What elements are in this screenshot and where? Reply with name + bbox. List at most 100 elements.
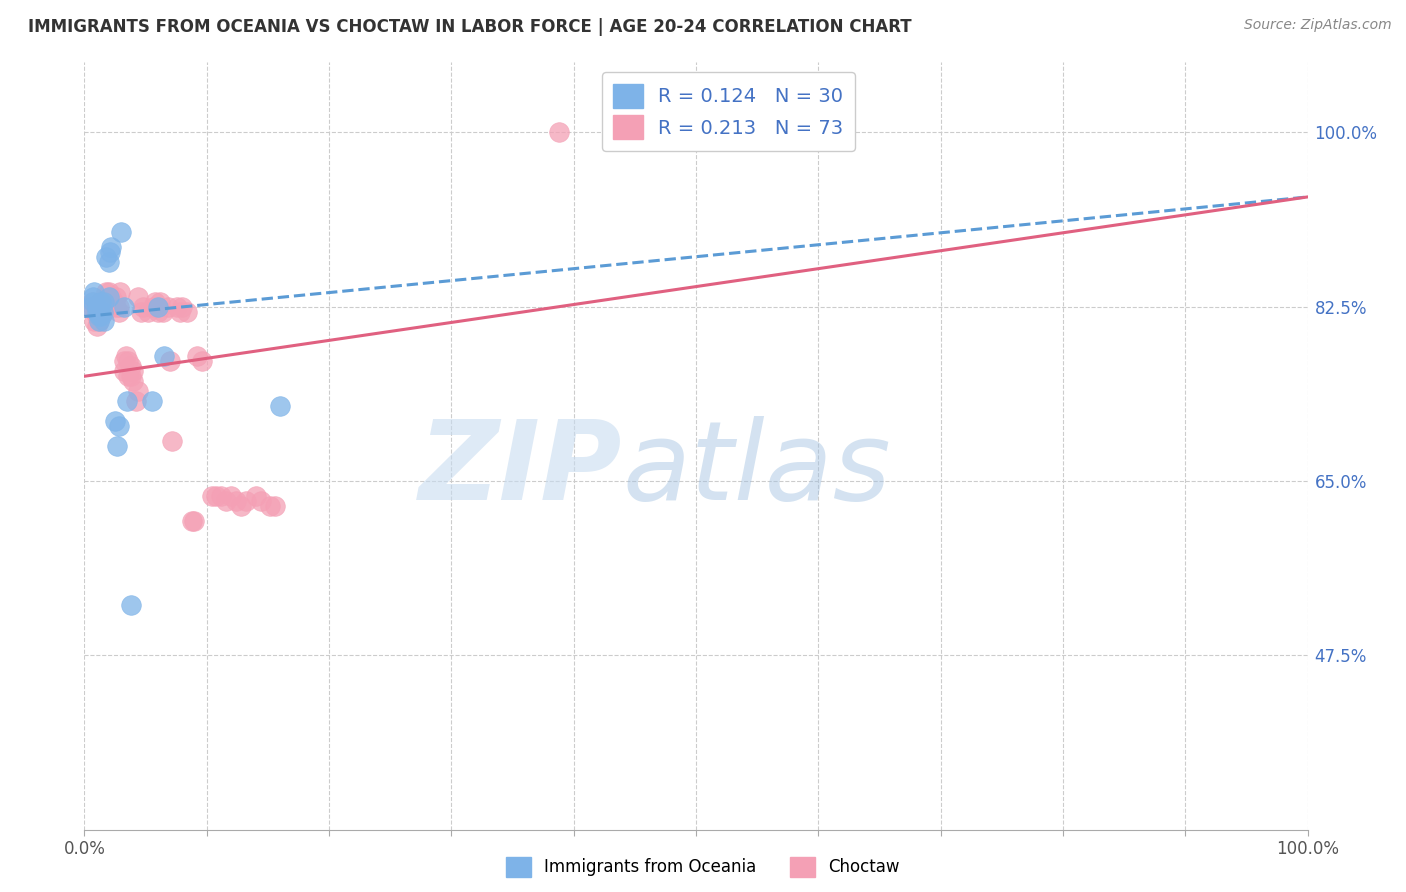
Point [120,369,142,384]
Point [89,294,111,309]
Point [97,285,120,299]
Point [112,354,135,368]
Point [87,310,110,324]
Text: ZIP: ZIP [419,416,623,523]
Point [98,244,121,259]
Point [245,489,267,503]
Point [156,300,179,314]
Point [96,300,118,314]
Point [125,394,148,409]
Point [120,599,142,613]
Point [100,289,122,303]
Point [96,250,118,264]
Point [97,294,120,309]
Point [264,499,287,513]
Point [149,294,172,309]
Point [82,289,104,303]
Point [87,314,110,328]
Point [136,304,159,318]
Point [176,304,198,318]
Point [141,394,163,409]
Point [132,300,155,314]
Point [90,294,112,309]
Point [142,300,165,314]
Point [108,285,131,299]
Point [112,364,135,378]
Point [107,419,129,434]
Text: IMMIGRANTS FROM OCEANIA VS CHOCTAW IN LABOR FORCE | AGE 20-24 CORRELATION CHART: IMMIGRANTS FROM OCEANIA VS CHOCTAW IN LA… [28,18,911,36]
Point [169,304,191,318]
Point [86,310,108,324]
Point [89,304,111,318]
Point [100,240,122,254]
Point [93,300,115,314]
Point [146,300,169,314]
Point [127,384,149,399]
Point [90,304,112,318]
Point [84,304,107,318]
Point [104,414,127,428]
Point [166,300,188,314]
Point [183,514,205,528]
Point [127,289,149,303]
Point [91,300,114,314]
Point [122,374,145,388]
Point [205,489,228,503]
Point [100,300,122,314]
Point [215,493,238,508]
Point [90,294,112,309]
Point [97,254,120,268]
Point [107,300,129,314]
Point [83,314,105,328]
Point [117,354,139,368]
Point [80,294,103,309]
Point [107,304,129,318]
Point [105,300,128,314]
Point [219,489,242,503]
Text: atlas: atlas [623,416,891,523]
Point [77,300,100,314]
Legend: R = 0.124   N = 30, R = 0.213   N = 73: R = 0.124 N = 30, R = 0.213 N = 73 [602,72,855,151]
Point [93,304,115,318]
Point [181,514,204,528]
Point [82,294,104,309]
Point [153,349,176,363]
Point [152,304,174,318]
Point [87,314,110,328]
Point [146,304,169,318]
Point [93,294,115,309]
Point [172,300,194,314]
Point [89,304,111,318]
Point [115,349,138,363]
Point [225,493,247,508]
Point [87,300,110,314]
Point [93,314,115,328]
Point [110,225,132,239]
Point [159,354,181,368]
Point [548,125,571,139]
Point [235,493,257,508]
Point [86,300,108,314]
Point [96,285,118,299]
Point [191,354,214,368]
Point [115,394,138,409]
Point [97,289,120,303]
Legend: Immigrants from Oceania, Choctaw: Immigrants from Oceania, Choctaw [499,850,907,884]
Point [186,349,208,363]
Point [91,304,114,318]
Point [269,399,291,413]
Point [209,489,232,503]
Point [162,434,184,448]
Point [122,364,145,378]
Point [79,300,101,314]
Point [259,499,281,513]
Point [90,310,112,324]
Point [87,300,110,314]
Point [129,304,152,318]
Point [143,294,166,309]
Text: Source: ZipAtlas.com: Source: ZipAtlas.com [1244,18,1392,32]
Point [229,499,252,513]
Point [117,369,139,384]
Point [105,439,128,453]
Point [120,359,142,374]
